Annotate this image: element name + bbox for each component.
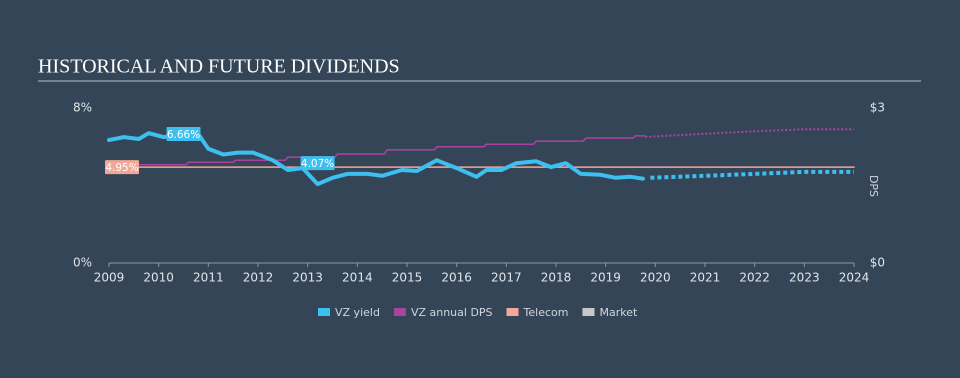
annotation-box: [300, 156, 335, 171]
x-tick-label: 2019: [590, 271, 621, 285]
x-tick-label: 2013: [292, 271, 323, 285]
x-tick-label: 2014: [342, 271, 373, 285]
annotation-label: 4.95%: [105, 162, 138, 174]
y-tick-label: 8%: [73, 101, 92, 115]
x-tick-label: 2017: [491, 271, 522, 285]
y2-axis-label: DPS: [867, 175, 880, 197]
annotation-label: 4.07%: [301, 158, 334, 170]
chart-title: HISTORICAL AND FUTURE DIVIDENDS: [38, 56, 400, 78]
series-line: [108, 135, 647, 169]
forecast-line: [650, 169, 854, 180]
y-tick-label: 0%: [73, 256, 92, 270]
legend-label: Telecom: [523, 306, 569, 319]
legend-swatch: [582, 308, 595, 316]
x-tick-label: 2016: [441, 271, 472, 285]
x-tick-label: 2009: [94, 271, 125, 285]
y2-tick-label: $3: [870, 101, 885, 115]
x-tick-label: 2015: [392, 271, 423, 285]
legend-label: VZ annual DPS: [411, 306, 493, 319]
legend-swatch: [506, 308, 519, 316]
forecast-line: [645, 128, 854, 138]
legend-label: Market: [599, 306, 637, 319]
x-tick-label: 2012: [243, 271, 274, 285]
legend-swatch: [393, 308, 406, 316]
annotation-box: [105, 160, 139, 175]
x-tick-label: 2018: [541, 271, 572, 285]
annotation-box: [166, 126, 201, 141]
x-tick-label: 2022: [739, 271, 770, 285]
legend-swatch: [318, 308, 330, 316]
annotation-label: 6.66%: [167, 129, 200, 141]
x-tick-label: 2011: [193, 271, 224, 285]
x-tick-label: 2024: [839, 271, 870, 285]
y2-tick-label: $0: [870, 256, 885, 270]
legend-label: VZ yield: [335, 306, 380, 319]
x-tick-label: 2023: [789, 271, 820, 285]
x-tick-label: 2010: [143, 271, 174, 285]
x-tick-label: 2020: [640, 271, 671, 285]
x-tick-label: 2021: [690, 271, 721, 285]
